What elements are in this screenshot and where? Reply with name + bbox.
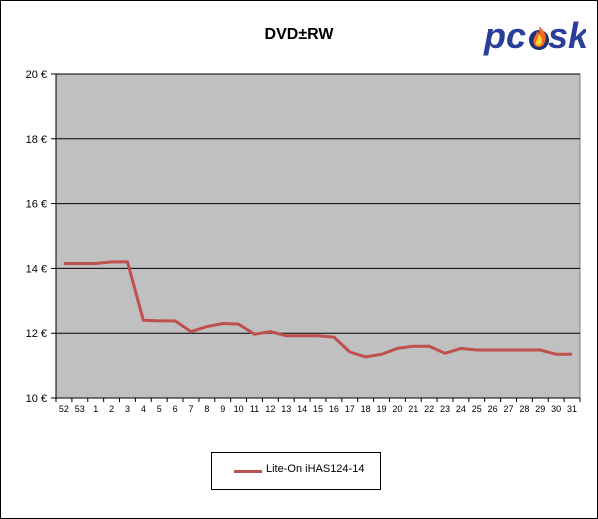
x-tick-label: 23 (440, 404, 450, 414)
y-axis: 10 € 12 € 14 € 16 € 18 € 20 € (26, 69, 57, 405)
y-tick-label: 20 € (26, 69, 47, 81)
x-tick-label: 30 (551, 404, 561, 414)
x-tick-label: 10 (234, 404, 244, 414)
x-tick-label: 18 (361, 404, 371, 414)
y-tick-label: 10 € (26, 393, 47, 405)
logo-text-left: pc (483, 15, 526, 56)
x-tick-label: 2 (109, 404, 114, 414)
x-tick-label: 26 (488, 404, 498, 414)
x-tick-label: 21 (408, 404, 418, 414)
x-tick-label: 5 (157, 404, 162, 414)
x-tick-label: 12 (265, 404, 275, 414)
x-tick-label: 17 (345, 404, 355, 414)
x-tick-label: 14 (297, 404, 307, 414)
flame-icon (529, 26, 549, 50)
x-tick-label: 29 (535, 404, 545, 414)
series-line-lite-on (63, 260, 573, 359)
pcsk-logo: pc sk (483, 15, 586, 56)
x-tick-label: 11 (250, 404, 259, 414)
logo-text-right: sk (548, 15, 586, 56)
x-tick-label: 20 (392, 404, 402, 414)
plot-area (55, 73, 581, 399)
x-axis: 52 53 1 2 3 4 5 6 7 8 9 10 11 12 13 14 15 16 17 18 19 20 21 22 2… (55, 397, 581, 414)
x-tick-label: 31 (567, 404, 577, 414)
legend: Lite-On iHAS124-14 (211, 452, 381, 490)
x-tick-label: 53 (75, 404, 85, 414)
x-tick-label: 8 (204, 404, 209, 414)
x-tick-label: 6 (173, 404, 178, 414)
x-tick-label: 4 (141, 404, 146, 414)
y-tick-label: 12 € (26, 328, 47, 340)
x-tick-label: 1 (93, 404, 98, 414)
x-tick-label: 19 (377, 404, 387, 414)
x-tick-label: 15 (313, 404, 323, 414)
x-tick-label: 24 (456, 404, 466, 414)
legend-label: Lite-On iHAS124-14 (266, 463, 365, 475)
y-tick-label: 18 € (26, 134, 47, 146)
x-tick-label: 25 (472, 404, 482, 414)
x-tick-label: 7 (188, 404, 193, 414)
x-tick-label: 9 (220, 404, 225, 414)
x-tick-label: 52 (59, 404, 69, 414)
y-tick-label: 14 € (26, 263, 47, 275)
chart-title: DVD±RW (264, 26, 334, 43)
y-tick-label: 16 € (26, 199, 47, 211)
x-tick-label: 28 (519, 404, 529, 414)
x-tick-label: 13 (281, 404, 291, 414)
x-tick-label: 27 (504, 404, 514, 414)
x-tick-label: 22 (424, 404, 434, 414)
legend-swatch (234, 470, 262, 473)
x-tick-label: 16 (329, 404, 339, 414)
x-tick-label: 3 (125, 404, 130, 414)
